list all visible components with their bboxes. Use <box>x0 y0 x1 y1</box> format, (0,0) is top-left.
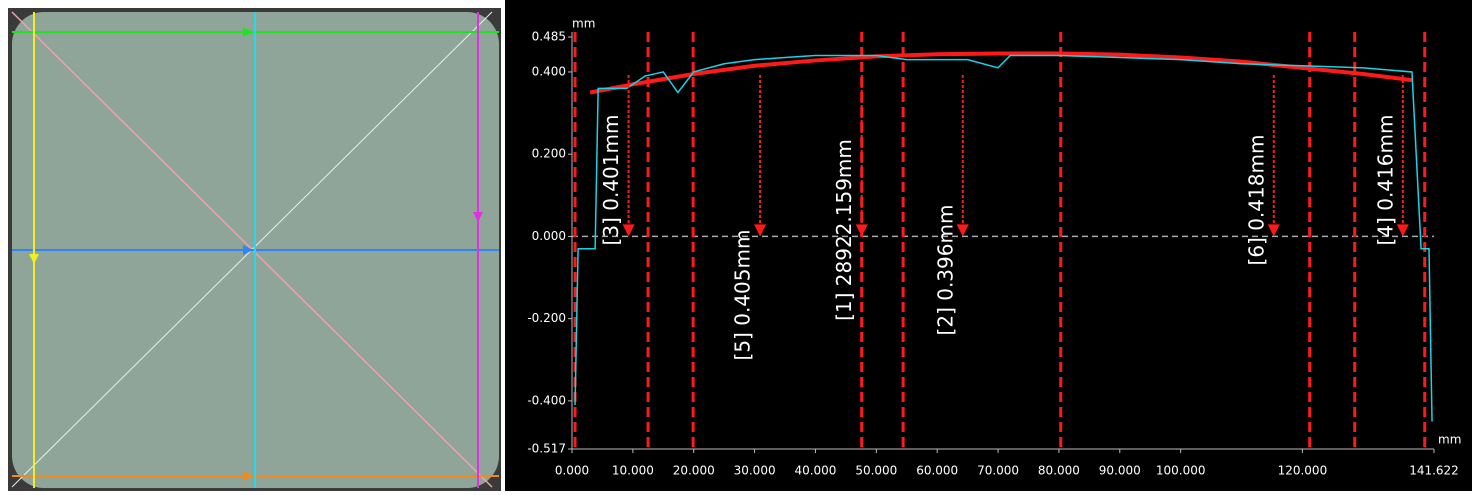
arrow-head <box>855 224 868 237</box>
x-tick-label: 40.000 <box>794 464 836 478</box>
measure-label: [1] 28922.159mm <box>832 139 856 321</box>
x-tick-label: 80.000 <box>1038 464 1080 478</box>
direction-arrow <box>243 27 253 37</box>
x-axis-unit: mm <box>1438 433 1461 447</box>
y-tick-label: 0.400 <box>532 64 566 78</box>
y-tick-label: -0.400 <box>527 393 566 407</box>
direction-arrow <box>29 254 39 264</box>
y-tick-label: 0.000 <box>532 229 566 243</box>
camera-view <box>8 8 501 491</box>
arrow-head <box>1396 224 1409 237</box>
y-tick-label: 0.200 <box>532 147 566 161</box>
profile-chart: -0.517 -0.400 -0.200 0.000 0.200 0.400 0.485 0.… <box>527 30 1459 478</box>
x-tick-label: 20.000 <box>673 464 715 478</box>
x-tick-label: 70.000 <box>977 464 1019 478</box>
y-tick-label: -0.200 <box>527 311 566 325</box>
measure-label: [3] 0.401mm <box>599 115 623 246</box>
arrow-head <box>754 224 767 237</box>
direction-arrow <box>473 212 483 222</box>
measure-label: [2] 0.396mm <box>933 205 957 336</box>
x-tick-label: 90.000 <box>1099 464 1141 478</box>
direction-arrow <box>243 245 253 255</box>
x-tick-label: 50.000 <box>855 464 897 478</box>
measure-label: [5] 0.405mm <box>731 230 755 361</box>
x-tick-label: 100.000 <box>1156 464 1206 478</box>
direction-arrow <box>243 471 253 481</box>
measure-label: [6] 0.418mm <box>1244 135 1268 266</box>
y-tick-label: -0.517 <box>527 442 566 456</box>
x-tick-label: 10.000 <box>612 464 654 478</box>
x-tick-label: 30.000 <box>734 464 776 478</box>
arrow-head <box>956 224 969 237</box>
x-tick-label: 120.000 <box>1278 464 1328 478</box>
arrow-head <box>622 224 635 237</box>
x-tick-label: 141.622 <box>1409 464 1459 478</box>
measure-label: [4] 0.416mm <box>1373 115 1397 246</box>
arrow-head <box>1267 224 1280 237</box>
y-tick-label: 0.485 <box>532 30 566 44</box>
x-tick-label: 0.000 <box>555 464 589 478</box>
x-tick-label: 60.000 <box>916 464 958 478</box>
profile-line <box>574 54 1433 422</box>
chart-background <box>505 0 1472 491</box>
y-axis-unit: mm <box>572 17 595 31</box>
